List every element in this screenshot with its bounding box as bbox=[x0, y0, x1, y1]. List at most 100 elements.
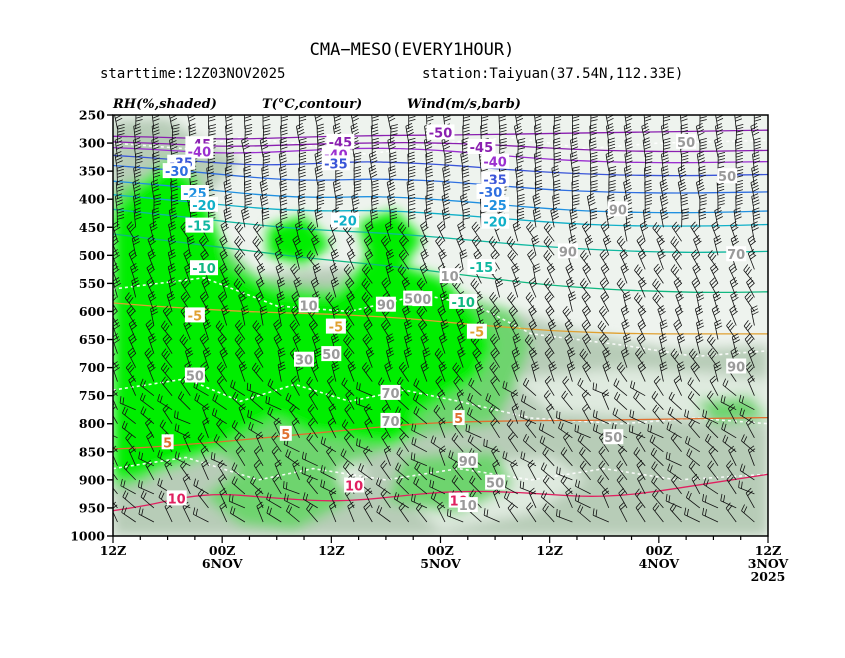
rh-label-bg bbox=[457, 452, 478, 468]
wind-barb bbox=[370, 207, 379, 228]
wind-barb bbox=[566, 277, 575, 298]
wind-barb bbox=[316, 123, 325, 144]
wind-barb bbox=[241, 305, 250, 326]
wind-barb bbox=[226, 152, 234, 172]
wind-barb bbox=[584, 234, 594, 256]
wind-barb bbox=[542, 474, 555, 495]
wind-barb bbox=[562, 376, 573, 396]
x-tick-label: 00Z bbox=[646, 543, 673, 558]
wind-barb bbox=[130, 263, 139, 284]
wind-barb bbox=[685, 490, 701, 509]
wind-barb bbox=[590, 151, 598, 172]
wind-barb bbox=[670, 264, 682, 284]
wind-barb bbox=[297, 193, 306, 214]
wind-barb bbox=[534, 123, 542, 144]
temperature-label-bg bbox=[476, 183, 505, 199]
wind-barb bbox=[731, 333, 740, 354]
wind-barb bbox=[114, 115, 123, 130]
rh-label: 50 bbox=[404, 293, 422, 308]
wind-barb bbox=[361, 362, 373, 382]
wind-barb bbox=[403, 347, 412, 368]
wind-barb bbox=[561, 390, 573, 410]
wind-barb bbox=[279, 179, 288, 200]
wind-barb bbox=[577, 504, 591, 523]
wind-barb bbox=[752, 207, 761, 228]
y-tick-label: 950 bbox=[79, 500, 105, 515]
rh-label: 90 bbox=[559, 245, 577, 260]
wind-barb bbox=[164, 459, 173, 481]
y-tick-label: 700 bbox=[79, 360, 105, 375]
wind-barb bbox=[393, 492, 409, 509]
wind-barb bbox=[659, 319, 668, 340]
wind-barb bbox=[151, 115, 160, 130]
wind-barb bbox=[306, 376, 319, 396]
wind-barb bbox=[260, 193, 269, 214]
wind-barb bbox=[277, 347, 286, 368]
wind-barb bbox=[750, 305, 759, 326]
wind-barb bbox=[113, 263, 120, 284]
wind-barb bbox=[544, 375, 555, 396]
wind-barb bbox=[639, 220, 649, 242]
wind-barb bbox=[291, 305, 300, 326]
wind-barb bbox=[420, 361, 429, 382]
temperature-label-bg bbox=[185, 217, 214, 233]
wind-barb bbox=[619, 249, 629, 270]
wind-barb bbox=[687, 391, 701, 410]
wind-barb bbox=[618, 445, 628, 467]
wind-barb bbox=[364, 417, 373, 438]
wind-barb bbox=[307, 221, 319, 242]
rh-label: 90 bbox=[727, 361, 745, 376]
wind-barb bbox=[699, 115, 707, 130]
wind-barb bbox=[210, 452, 227, 467]
wind-barb bbox=[376, 505, 391, 523]
wind-barb bbox=[556, 508, 573, 523]
wind-barb bbox=[602, 361, 611, 382]
wind-barb bbox=[346, 235, 355, 256]
x-tick-label: 12Z bbox=[755, 543, 782, 558]
wind-barb bbox=[276, 291, 285, 312]
temperature-label: -30 bbox=[165, 165, 189, 180]
temperature-label-bg bbox=[162, 163, 191, 179]
wind-barb bbox=[161, 376, 173, 396]
temperature-label: -20 bbox=[483, 216, 507, 231]
wind-barb bbox=[162, 404, 173, 424]
wind-barb bbox=[552, 193, 561, 214]
wind-barb bbox=[467, 407, 482, 425]
wind-barb bbox=[582, 305, 591, 326]
wind-barb bbox=[629, 409, 646, 425]
wind-barb bbox=[276, 277, 286, 298]
wind-barb bbox=[169, 115, 178, 130]
wind-barb bbox=[387, 193, 396, 214]
wind-barb bbox=[390, 124, 398, 144]
wind-barb bbox=[167, 263, 176, 284]
wind-barb bbox=[187, 115, 196, 130]
wind-barb bbox=[138, 507, 155, 523]
wind-barb bbox=[193, 478, 209, 495]
wind-barb bbox=[726, 460, 737, 481]
temperature-label-bg bbox=[166, 490, 187, 506]
wind-barb bbox=[644, 152, 653, 172]
wind-barb bbox=[133, 123, 142, 144]
wind-barb bbox=[688, 418, 701, 439]
wind-barb bbox=[314, 165, 324, 186]
wind-barb bbox=[113, 249, 120, 270]
wind-barb bbox=[579, 460, 591, 481]
rh-label-bg bbox=[557, 243, 578, 259]
wind-barb bbox=[702, 507, 719, 523]
wind-barb bbox=[681, 151, 689, 172]
wind-barb bbox=[219, 501, 228, 523]
wind-barb bbox=[234, 236, 246, 256]
wind-barb bbox=[698, 207, 707, 228]
wind-barb bbox=[380, 460, 391, 481]
wind-barb bbox=[253, 249, 264, 270]
wind-barb bbox=[410, 452, 428, 467]
wind-barb bbox=[637, 305, 647, 326]
wind-barb bbox=[637, 249, 647, 270]
wind-barb bbox=[633, 292, 646, 312]
wind-barb bbox=[343, 263, 355, 284]
wind-barb bbox=[488, 404, 500, 424]
wind-barb bbox=[356, 382, 373, 397]
wind-barb bbox=[428, 466, 446, 481]
wind-barb bbox=[385, 249, 395, 270]
wind-barb bbox=[634, 264, 646, 284]
